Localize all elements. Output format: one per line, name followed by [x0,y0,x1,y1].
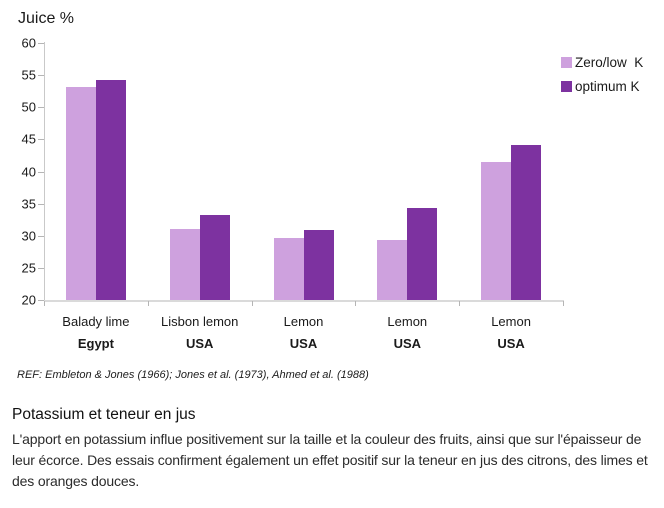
x-tick-mark [459,301,461,306]
y-tick-label: 55 [21,67,36,83]
category-name: Balady lime [62,314,130,329]
y-tick-label: 50 [21,99,36,115]
y-tick-mark [38,171,44,173]
category-origin: Egypt [77,336,114,351]
bar-zero-low-k [273,238,304,300]
x-tick-mark [251,301,253,306]
legend-swatch-icon [561,81,572,92]
category-origin: USA [497,336,525,351]
category-name: Lemon [283,314,324,329]
category-origin: USA [393,336,422,351]
y-tick-mark [38,300,44,301]
y-tick-mark [38,75,44,77]
x-tick-mark [355,301,357,306]
bar-optimum-k [303,229,334,300]
x-category-label: Balady lime Egypt [44,314,148,352]
bar-zero-low-k [65,86,96,300]
y-tick-mark [38,267,44,269]
category-origin: USA [185,336,214,351]
x-axis-line [44,300,564,302]
y-tick-label: 20 [21,292,36,308]
y-tick-label: 45 [21,131,36,147]
legend-label: optimum K [575,79,640,94]
x-tick-mark [44,301,45,306]
y-tick-mark [38,43,44,44]
bar-zero-low-k [481,161,512,300]
y-axis-line [44,42,45,301]
x-category-label: Lisbon lemon USA [148,314,252,352]
bar-zero-low-k [377,239,408,300]
y-tick-mark [38,139,44,141]
legend-swatch-icon [561,57,572,68]
y-tick-label: 60 [21,35,36,51]
bar-optimum-k [407,208,438,300]
legend-item: Zero/low K [561,55,643,70]
y-tick-label: 35 [21,196,36,212]
x-tick-mark [147,301,149,306]
y-tick-label: 30 [21,228,36,244]
y-tick-label: 25 [21,260,36,276]
bar-optimum-k [95,79,126,300]
x-category-label: Lemon USA [252,314,356,352]
y-tick-mark [38,203,44,205]
x-tick-mark [563,301,564,306]
category-name: Lisbon lemon [161,314,239,329]
bar-zero-low-k [169,229,200,300]
y-tick-label: 40 [21,164,36,179]
legend-item: optimum K [561,79,643,94]
article-body: L'apport en potassium influe positivemen… [12,431,648,489]
x-category-label: Lemon USA [459,314,563,352]
bar-optimum-k [511,144,542,300]
category-origin: USA [289,336,318,351]
x-category-label: Lemon USA [355,314,459,352]
bar-optimum-k [199,215,230,300]
chart-title: Juice % [18,10,75,27]
y-tick-mark [38,235,44,237]
y-tick-mark [38,107,44,109]
legend-label: Zero/low K [575,55,644,70]
category-name: Lemon [491,314,531,329]
reference-note: REF: Embleton & Jones (1966); Jones et a… [17,369,369,381]
article-heading: Potassium et teneur en jus [12,406,196,423]
chart-legend: Zero/low K optimum K [561,55,643,103]
category-name: Lemon [387,314,428,329]
